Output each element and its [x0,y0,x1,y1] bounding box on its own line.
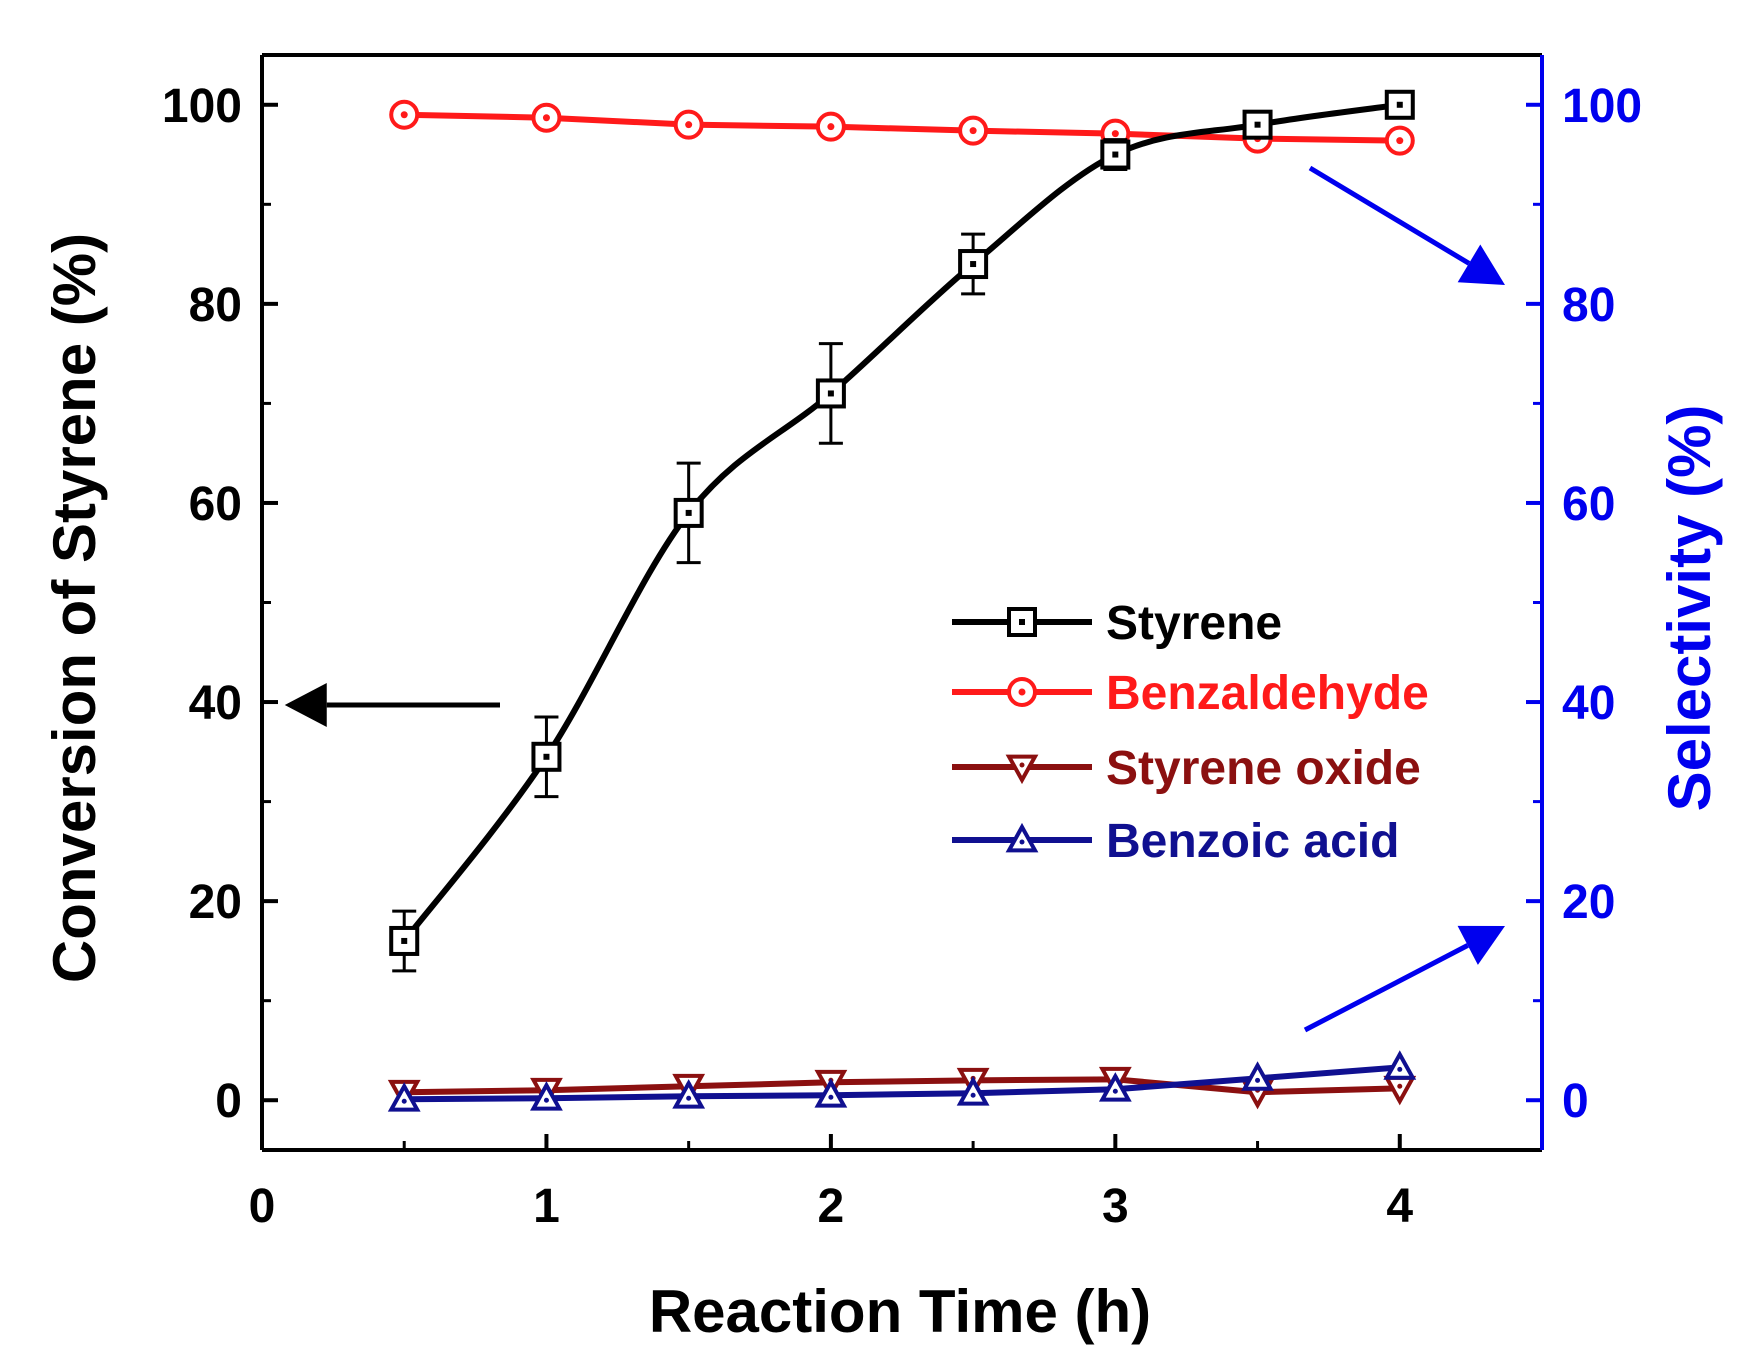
legend-marker-dot [1019,839,1025,845]
data-point-dot [1112,1088,1118,1094]
series-layer [387,89,1417,1112]
data-point [1100,139,1131,170]
y-right-tick-label: 20 [1562,876,1615,929]
data-point-dot [970,261,977,268]
data-point-dot [827,390,834,397]
y-right-tick-label: 80 [1562,279,1615,332]
right-axis-arrow-upper [1308,165,1505,285]
series-line [404,1076,1400,1096]
data-point [1241,1061,1274,1091]
data-point [672,1079,706,1109]
data-point [814,1078,848,1108]
x-tick-label: 4 [1386,1180,1413,1233]
legend-label: Styrene oxide [1106,742,1421,795]
data-point [1242,109,1273,140]
x-axis-title: Reaction Time (h) [649,1278,1151,1345]
series-line [404,1064,1401,1103]
legend-marker-dot [1018,688,1026,696]
legend-marker-dot [1019,762,1025,768]
data-point-dot [1254,121,1261,128]
y-right-tick-label: 40 [1562,677,1615,730]
data-point-dot [543,753,550,760]
series-styrene [389,89,1415,973]
legend-item: Benzaldehyde [952,667,1429,720]
data-point [956,1076,990,1106]
data-point [958,249,989,280]
legend-label: Benzoic acid [1106,815,1399,868]
x-tick-label: 3 [1102,1180,1129,1233]
x-tick-label: 0 [249,1180,276,1233]
data-point-dot [401,1098,407,1104]
legend-marker [1005,822,1039,853]
left-axis-arrow-head [284,683,327,727]
data-point-dot [1396,137,1404,145]
y-left-tick-label: 40 [189,677,242,730]
data-point-dot [827,123,835,131]
legend: Styrene Benzaldehyde Styrene oxide Benzoic … [952,597,1429,868]
data-point-dot [542,114,550,122]
data-point-dot [543,1097,549,1103]
right-axis-arrow-upper-head [1457,244,1505,285]
data-point [387,1082,421,1112]
legend-item: Styrene oxide [952,742,1421,795]
y-right-tick-label: 0 [1562,1075,1589,1128]
right-axis-arrow-upper-shaft [1308,165,1471,266]
data-point-dot [828,1094,834,1100]
y-left-tick-label: 100 [162,80,242,133]
data-point [1384,89,1415,120]
plot-frame [260,53,1544,1152]
y-left-tick-label: 20 [189,876,242,929]
x-tick-label: 2 [818,1180,845,1233]
x-tick-label: 1 [533,1180,560,1233]
y-left-tick-label: 80 [189,279,242,332]
data-point-dot [1112,151,1119,158]
data-point-dot [970,1092,976,1098]
data-point-dot [401,937,408,944]
annotation-arrows [284,165,1505,1033]
legend-item: Styrene [952,597,1282,650]
right-axis-arrow-lower [1303,925,1505,1033]
data-point-dot [1255,1077,1261,1083]
data-point-dot [400,111,408,119]
data-point-dot [1397,1066,1403,1072]
series-line [404,111,1400,144]
legend-marker-dot [1019,619,1025,625]
y-right-tick-label: 60 [1562,478,1615,531]
legend-label: Styrene [1106,597,1282,650]
y-left-tick-label: 60 [189,478,242,531]
series-benzoic-acid [387,1050,1417,1112]
data-point-dot [1396,101,1403,108]
data-point [530,1081,563,1111]
y-left-tick-label: 0 [215,1075,242,1128]
right-axis-arrow-lower-head [1457,925,1505,965]
data-point-dot [1397,1083,1403,1089]
data-point [815,378,846,409]
series-benzaldehyde [389,99,1415,156]
y-right-tick-label: 100 [1562,80,1642,133]
legend-label: Benzaldehyde [1106,667,1429,720]
data-point-dot [969,127,977,135]
data-point-dot [1111,130,1119,138]
data-point [1383,1050,1417,1080]
data-point-dot [685,509,692,516]
legend-item: Benzoic acid [952,815,1399,868]
y-axis-right-title: Selectivity (%) [1656,405,1723,812]
data-point-dot [685,121,693,129]
y-axis-left-title: Conversion of Styrene (%) [41,233,108,983]
data-point [1098,1072,1132,1102]
left-axis-arrow [284,683,500,727]
right-axis-arrow-lower-shaft [1303,943,1469,1033]
data-point-dot [686,1095,692,1101]
legend-marker [1005,754,1039,785]
